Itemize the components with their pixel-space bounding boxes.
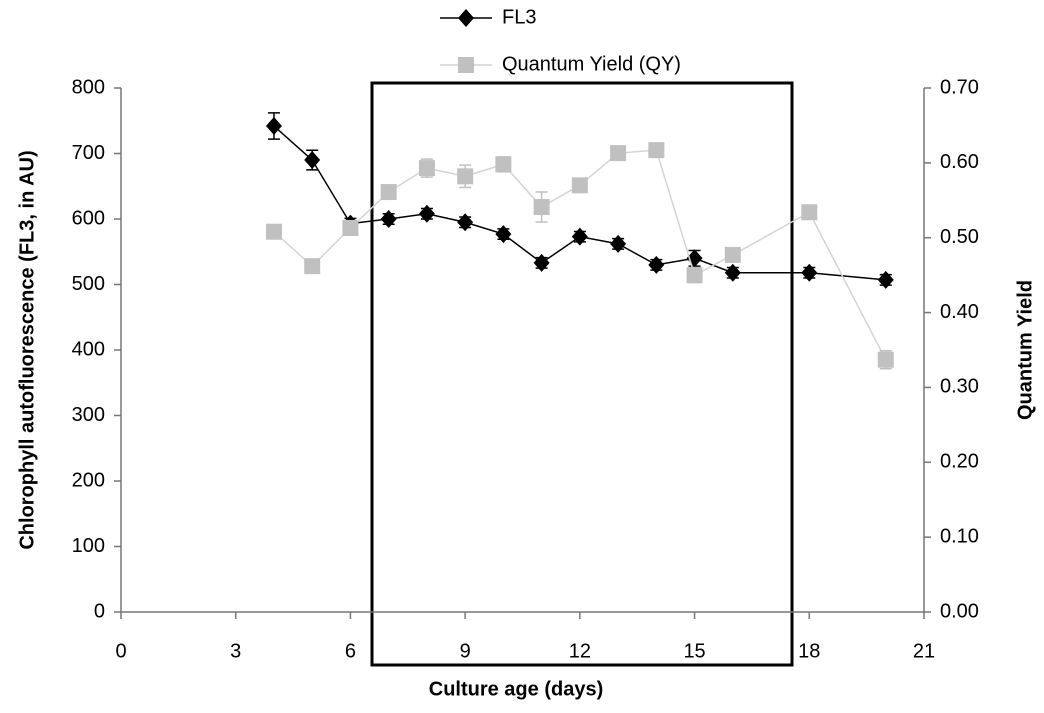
point: [801, 204, 818, 221]
x-tick-label: 12: [569, 640, 591, 662]
point: [533, 199, 550, 216]
y2-tick-label: 0.50: [940, 226, 979, 248]
point: [458, 57, 474, 73]
point: [418, 204, 435, 223]
y2-tick-label: 0.60: [940, 151, 979, 173]
y-tick-label: 100: [72, 535, 105, 557]
y-tick-label: 400: [72, 338, 105, 360]
point: [495, 225, 512, 244]
x-tick-label: 18: [798, 640, 820, 662]
x-tick-label: 3: [230, 640, 241, 662]
point: [457, 168, 474, 185]
x-tick-label: 9: [460, 640, 471, 662]
point: [571, 227, 588, 246]
y2-tick-label: 0.70: [940, 76, 979, 98]
point: [457, 213, 474, 232]
point: [610, 145, 627, 162]
y-tick-label: 500: [72, 273, 105, 295]
x-tick-label: 0: [115, 640, 126, 662]
point: [380, 210, 397, 228]
point: [304, 151, 321, 170]
legend-label: Quantum Yield (QY): [502, 53, 681, 75]
y2-tick-label: 0.40: [940, 301, 979, 323]
point: [265, 116, 282, 135]
point: [495, 156, 512, 173]
y-tick-label: 600: [72, 207, 105, 229]
point: [648, 142, 665, 159]
highlight-box: [370, 81, 794, 667]
y2-tick-label: 0.10: [940, 525, 979, 547]
legend-label: FL3: [502, 6, 536, 28]
series-line: [273, 125, 886, 281]
point: [724, 246, 741, 263]
y-tick-label: 700: [72, 142, 105, 164]
point: [418, 160, 435, 177]
y-tick-label: 200: [72, 469, 105, 491]
y2-tick-label: 0.00: [940, 600, 979, 622]
y-tick-label: 300: [72, 404, 105, 426]
point: [571, 177, 588, 194]
point: [877, 270, 894, 289]
point: [648, 255, 665, 274]
x-tick-label: 15: [683, 640, 705, 662]
point: [458, 9, 474, 27]
point: [265, 223, 282, 240]
point: [686, 267, 703, 284]
point: [304, 258, 321, 275]
y2-tick-label: 0.30: [940, 376, 979, 398]
point: [380, 184, 397, 201]
x-tick-label: 21: [913, 640, 935, 662]
y-tick-label: 800: [72, 76, 105, 98]
x-axis-label: Culture age (days): [429, 678, 603, 700]
y-tick-label: 0: [94, 600, 105, 622]
y-axis-label: Chlorophyll autofluorescence (FL3, in AU…: [16, 150, 38, 549]
point: [342, 219, 359, 236]
y2-tick-label: 0.20: [940, 451, 979, 473]
point: [610, 234, 627, 253]
point: [533, 253, 550, 272]
x-tick-label: 6: [345, 640, 356, 662]
point: [801, 263, 818, 282]
point: [877, 351, 894, 368]
y2-axis-label: Quantum Yield: [1014, 280, 1036, 420]
point: [724, 263, 741, 282]
